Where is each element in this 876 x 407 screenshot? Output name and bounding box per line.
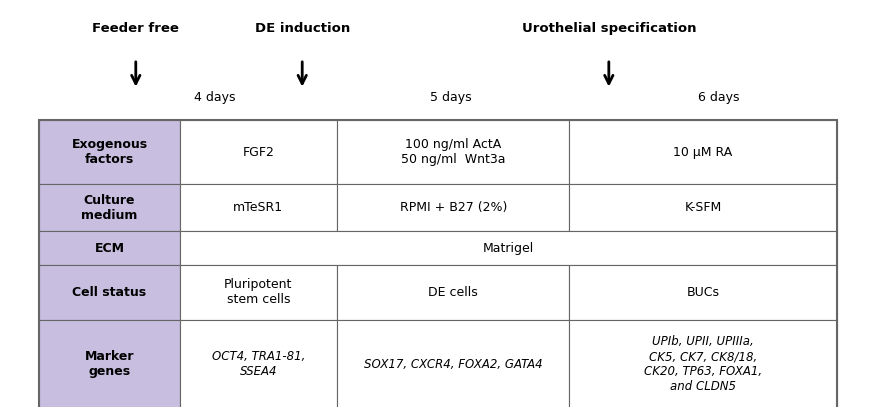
Text: Culture
medium: Culture medium [81, 194, 138, 222]
Text: 100 ng/ml ActA
50 ng/ml  Wnt3a: 100 ng/ml ActA 50 ng/ml Wnt3a [401, 138, 505, 166]
Bar [569, 320, 837, 407]
Bar [39, 120, 180, 184]
Bar [569, 265, 837, 320]
Bar [569, 120, 837, 184]
Bar [569, 184, 837, 231]
Text: 4 days: 4 days [194, 91, 236, 104]
Text: Exogenous
factors: Exogenous factors [72, 138, 147, 166]
Text: Feeder free: Feeder free [92, 22, 180, 35]
Bar [337, 184, 569, 231]
Text: mTeSR1: mTeSR1 [233, 201, 284, 214]
Text: DE induction: DE induction [255, 22, 350, 35]
Text: UPIb, UPII, UPIIIa,
CK5, CK7, CK8/18,
CK20, TP63, FOXA1,
and CLDN5: UPIb, UPII, UPIIIa, CK5, CK7, CK8/18, CK… [644, 335, 762, 393]
Text: 6 days: 6 days [697, 91, 739, 104]
Text: K-SFM: K-SFM [684, 201, 722, 214]
Bar [180, 184, 337, 231]
Bar [180, 320, 337, 407]
Bar [39, 184, 180, 231]
Bar [180, 231, 837, 265]
Bar [39, 231, 180, 265]
Text: Urothelial specification: Urothelial specification [521, 22, 696, 35]
Text: BUCs: BUCs [687, 286, 719, 299]
Bar [337, 265, 569, 320]
Text: Pluripotent
stem cells: Pluripotent stem cells [224, 278, 293, 306]
Text: OCT4, TRA1-81,
SSEA4: OCT4, TRA1-81, SSEA4 [212, 350, 305, 378]
Bar [39, 265, 180, 320]
Text: 10 μM RA: 10 μM RA [674, 146, 732, 159]
Text: SOX17, CXCR4, FOXA2, GATA4: SOX17, CXCR4, FOXA2, GATA4 [364, 358, 542, 371]
Text: Marker
genes: Marker genes [85, 350, 134, 378]
Bar [39, 120, 837, 407]
Bar [337, 120, 569, 184]
Text: RPMI + B27 (2%): RPMI + B27 (2%) [399, 201, 507, 214]
Text: FGF2: FGF2 [243, 146, 274, 159]
Bar [180, 265, 337, 320]
Text: ECM: ECM [95, 242, 124, 254]
Bar [180, 120, 337, 184]
Bar [337, 320, 569, 407]
Text: Cell status: Cell status [73, 286, 146, 299]
Text: DE cells: DE cells [428, 286, 478, 299]
Text: 5 days: 5 days [430, 91, 472, 104]
Bar [39, 320, 180, 407]
Text: Matrigel: Matrigel [483, 242, 533, 254]
